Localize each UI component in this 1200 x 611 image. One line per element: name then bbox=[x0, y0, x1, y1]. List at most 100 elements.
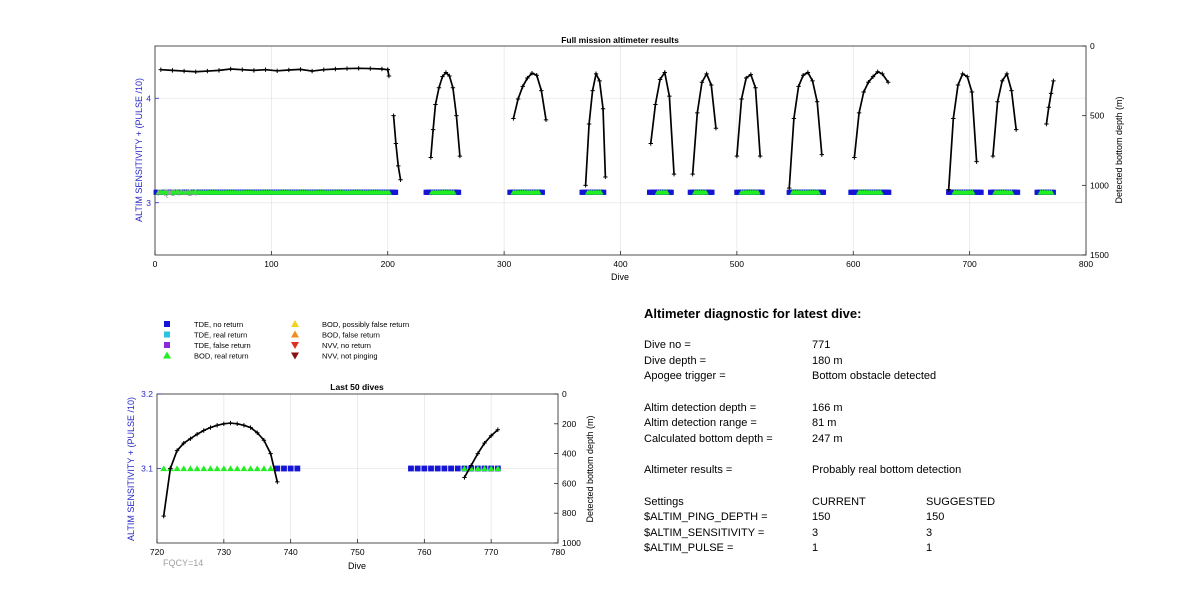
bod-real-return-mark bbox=[213, 465, 221, 472]
legend-label: BOD, possibly false return bbox=[322, 320, 409, 329]
settings-header-row: Settings CURRENT SUGGESTED bbox=[644, 496, 1184, 512]
depth-point-mark bbox=[214, 423, 220, 428]
depth-point-mark bbox=[298, 67, 303, 72]
depth-point-mark bbox=[450, 85, 456, 90]
depth-curve bbox=[788, 71, 823, 189]
legend-triangle-icon bbox=[291, 330, 299, 338]
legend-label: TDE, false return bbox=[194, 341, 251, 350]
x-tick-label: 720 bbox=[150, 547, 164, 557]
detection-depth-row: Altim detection depth = 166 m bbox=[644, 402, 1184, 418]
tde-no-return-mark bbox=[820, 189, 827, 195]
bod-real-return-mark bbox=[240, 465, 248, 472]
legend-triangle-down-icon bbox=[291, 342, 299, 349]
x-tick-label: 750 bbox=[350, 547, 364, 557]
bod-real-return-mark bbox=[247, 465, 254, 472]
depth-point-mark bbox=[379, 66, 385, 72]
depth-point-mark bbox=[969, 89, 975, 95]
depth-point-mark bbox=[240, 67, 245, 72]
depth-point-mark bbox=[286, 67, 292, 73]
y-right-tick-label: 1000 bbox=[1090, 180, 1109, 190]
depth-point-mark bbox=[228, 66, 233, 72]
bod-real-return-mark bbox=[481, 465, 488, 472]
depth-point-mark bbox=[995, 99, 1000, 104]
tde-no-return-mark bbox=[1014, 189, 1021, 195]
depth-point-mark bbox=[368, 66, 373, 71]
depth-point-mark bbox=[543, 117, 549, 123]
depth-point-mark bbox=[386, 73, 392, 79]
chart-title: Full mission altimeter results bbox=[561, 35, 679, 45]
depth-point-mark bbox=[454, 113, 459, 118]
bod-real-return-mark bbox=[207, 465, 214, 472]
depth-point-mark bbox=[593, 71, 599, 77]
y-right-tick-label: 800 bbox=[562, 508, 576, 518]
y-axis-right-label: Detected bottom depth (m) bbox=[585, 415, 595, 522]
x-tick-label: 800 bbox=[1079, 259, 1093, 269]
depth-point-mark bbox=[852, 155, 857, 160]
ping-depth-suggested: 150 bbox=[926, 511, 945, 523]
legend-square-icon bbox=[164, 342, 170, 348]
dive-depth-label: Dive depth = bbox=[644, 354, 707, 367]
sensitivity-row: $ALTIM_SENSITIVITY = 3 3 bbox=[644, 527, 1184, 543]
y-right-tick-label: 200 bbox=[562, 419, 576, 429]
legend-square-icon bbox=[164, 331, 170, 338]
x-tick-label: 200 bbox=[381, 259, 395, 269]
depth-point-mark bbox=[653, 102, 658, 107]
pulse-current: 1 bbox=[812, 542, 819, 554]
depth-point-mark bbox=[436, 85, 442, 90]
x-tick-label: 100 bbox=[264, 259, 278, 269]
bod-real-return-mark bbox=[487, 465, 495, 472]
depth-point-mark bbox=[739, 96, 744, 102]
bod-real-return-mark bbox=[474, 465, 482, 472]
dive-depth-value: 180 m bbox=[812, 354, 843, 367]
depth-point-mark bbox=[870, 74, 876, 79]
x-axis-label: Dive bbox=[348, 561, 366, 571]
depth-point-mark bbox=[440, 74, 445, 79]
depth-point-mark bbox=[385, 67, 390, 72]
x-tick-label: 780 bbox=[551, 547, 565, 557]
apogee-value: Bottom obstacle detected bbox=[812, 370, 937, 382]
pulse-row: $ALTIM_PULSE = 1 1 bbox=[644, 542, 1184, 558]
chart-title: Last 50 dives bbox=[330, 382, 384, 392]
y-left-tick-label: 4 bbox=[146, 93, 151, 103]
bod-real-return-mark bbox=[450, 189, 457, 195]
bod-real-return-mark bbox=[180, 465, 188, 472]
depth-point-mark bbox=[965, 74, 970, 79]
depth-point-mark bbox=[261, 437, 267, 443]
legend-label: BOD, false return bbox=[322, 331, 380, 340]
depth-point-mark bbox=[805, 70, 811, 75]
bod-real-return-mark bbox=[227, 465, 234, 472]
settings-label: Settings bbox=[644, 495, 684, 508]
y-axis-left-label: ALTIM SENSITIVITY + (PULSE /10) bbox=[126, 397, 136, 541]
tde-no-return-mark bbox=[294, 465, 301, 472]
tde-no-return-mark bbox=[455, 189, 462, 195]
depth-point-mark bbox=[447, 73, 452, 79]
depth-point-mark bbox=[695, 110, 700, 116]
depth-point-mark bbox=[586, 121, 592, 127]
pulse-label: $ALTIM_PULSE = bbox=[644, 542, 734, 554]
depth-point-mark bbox=[216, 68, 222, 73]
depth-point-mark bbox=[856, 110, 862, 116]
depth-point-mark bbox=[488, 433, 494, 438]
legend-triangle-icon bbox=[163, 351, 171, 359]
detection-depth-value: 166 m bbox=[812, 401, 843, 414]
depth-point-mark bbox=[495, 427, 501, 432]
bod-real-return-mark bbox=[267, 465, 275, 472]
bod-real-return-mark bbox=[200, 465, 208, 472]
ping-depth-row: $ALTIM_PING_DEPTH = 150 150 bbox=[644, 511, 1184, 527]
last-50-dives-chart: 720 730 740 750 760 770 780 3.1 3.2 0 200 400 600 800… bbox=[126, 382, 595, 571]
depth-point-mark bbox=[955, 82, 961, 88]
y-right-tick-label: 0 bbox=[1090, 41, 1095, 51]
bod-real-return-mark bbox=[1008, 189, 1015, 195]
depth-point-mark bbox=[1044, 121, 1049, 127]
depth-point-mark bbox=[1051, 78, 1056, 84]
depth-point-mark bbox=[529, 70, 535, 76]
bod-real-return-mark bbox=[220, 465, 228, 472]
tde-no-return-mark bbox=[428, 465, 434, 472]
bod-real-return-mark bbox=[814, 189, 822, 195]
depth-point-mark bbox=[248, 425, 253, 430]
bod-real-return-mark bbox=[877, 189, 884, 195]
x-tick-label: 770 bbox=[484, 547, 498, 557]
bod-real-return-mark bbox=[187, 465, 194, 472]
results-label: Altimeter results = bbox=[644, 464, 733, 476]
legend-triangle-down-icon bbox=[291, 352, 299, 360]
